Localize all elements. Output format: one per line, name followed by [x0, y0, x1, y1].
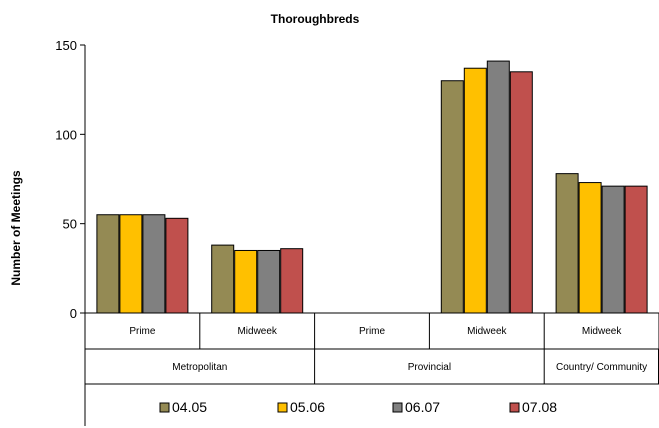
category-labels: Prime Midweek Prime Midweek Midweek Metropoli… [129, 326, 647, 373]
bar [509, 71, 533, 314]
bar [440, 80, 464, 314]
bar [280, 248, 304, 314]
category-label: Midweek [582, 326, 622, 337]
legend-swatch [392, 402, 403, 413]
legend-swatch [277, 402, 288, 413]
legend: 04.05 05.06 06.07 07.08 [159, 399, 557, 415]
group-label: Country/ Community [556, 362, 647, 373]
bars [96, 60, 648, 314]
bar [555, 173, 579, 314]
y-tick-label: 150 [55, 38, 77, 53]
bar [211, 244, 235, 314]
y-tick-label: 100 [55, 127, 77, 142]
bar [257, 249, 281, 314]
legend-swatch [509, 402, 520, 413]
legend-label: 04.05 [172, 399, 207, 415]
y-tick-label: 0 [70, 306, 77, 321]
group-label: Metropolitan [172, 362, 227, 373]
legend-label: 05.06 [290, 399, 325, 415]
category-label: Prime [359, 326, 386, 337]
bar [486, 60, 510, 314]
legend-label: 06.07 [405, 399, 440, 415]
y-tick-label: 50 [63, 217, 77, 232]
legend-swatch [159, 402, 170, 413]
category-label: Prime [129, 326, 156, 337]
chart-title: Thoroughbreds [271, 12, 360, 26]
bar [119, 214, 143, 314]
category-label: Midweek [467, 326, 507, 337]
category-label: Midweek [237, 326, 277, 337]
bar [96, 214, 120, 314]
bar [578, 182, 602, 314]
bar [234, 249, 258, 314]
bar [624, 185, 648, 314]
bar [142, 214, 166, 314]
group-label: Provincial [408, 362, 451, 373]
bar [601, 185, 625, 314]
y-axis-label: Number of Meetings [9, 170, 23, 286]
bar [463, 67, 487, 314]
bar [165, 217, 189, 314]
legend-label: 07.08 [522, 399, 557, 415]
